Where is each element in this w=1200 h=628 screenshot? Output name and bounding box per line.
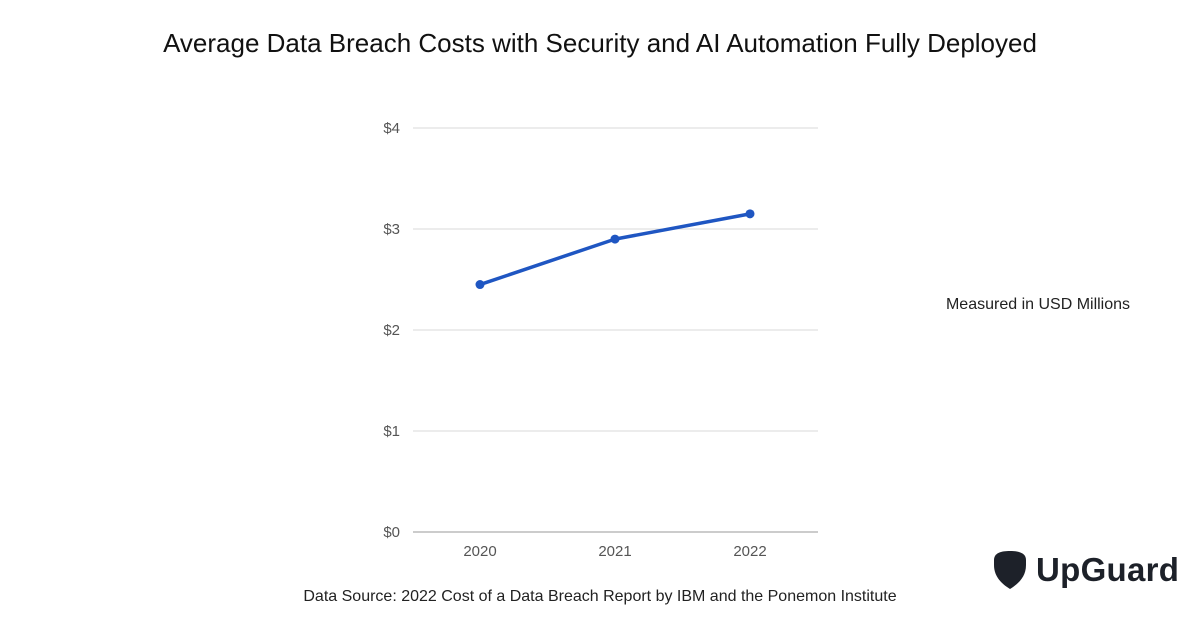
data-source-caption: Data Source: 2022 Cost of a Data Breach …	[303, 588, 897, 605]
x-tick-label: 2021	[598, 543, 631, 560]
chart-title: Average Data Breach Costs with Security …	[163, 28, 1037, 58]
data-point	[610, 234, 620, 244]
data-point	[745, 209, 755, 219]
upguard-logo: UpGuard	[992, 550, 1179, 590]
y-tick-label: $0	[383, 524, 400, 541]
y-tick-label: $2	[383, 322, 400, 339]
y-tick-label: $4	[383, 120, 400, 137]
data-point	[475, 280, 485, 290]
units-annotation: Measured in USD Millions	[945, 296, 1131, 313]
x-tick-label: 2022	[733, 543, 766, 560]
y-tick-label: $1	[383, 423, 400, 440]
shield-icon	[994, 551, 1026, 589]
brand-name: UpGuard	[1036, 551, 1180, 588]
x-tick-label: 2020	[463, 543, 496, 560]
y-tick-label: $3	[383, 221, 400, 238]
series-line	[478, 212, 752, 287]
